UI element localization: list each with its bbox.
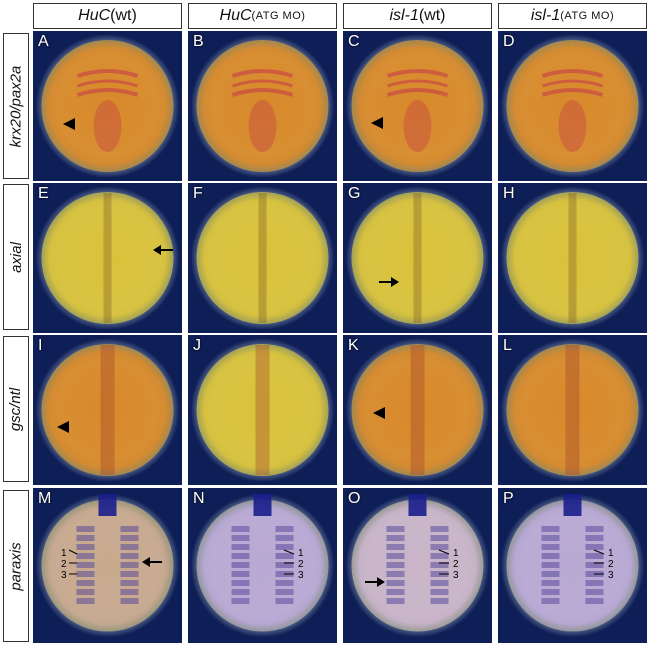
panel-letter: E: [38, 185, 49, 202]
panel-letter: O: [348, 490, 361, 507]
row-marker-label: gsc/ntl: [7, 387, 25, 431]
embryo-image: [33, 31, 182, 181]
column-gene: isl-1: [530, 7, 561, 24]
embryo-panel-j: J: [188, 335, 337, 485]
embryo-panel-f: F: [188, 183, 337, 333]
somite-number-label: 3: [298, 570, 304, 581]
panel-letter: F: [193, 185, 203, 202]
embryo-image: 123: [188, 488, 337, 643]
panel-letter: A: [38, 33, 49, 50]
embryo-panel-d: D: [498, 31, 647, 181]
panel-letter: K: [348, 337, 359, 354]
embryo-image: [33, 335, 182, 485]
panel-letter: M: [38, 490, 52, 507]
somite-number-label: 1: [298, 548, 304, 559]
panel-letter: D: [503, 33, 515, 50]
row-header-3: gsc/ntl: [3, 336, 29, 482]
embryo-image: [33, 183, 182, 333]
row-header-2: axial: [3, 184, 29, 330]
panel-letter: P: [503, 490, 514, 507]
somite-number-label: 1: [608, 548, 614, 559]
arrowhead-marker: [371, 117, 383, 129]
column-gene: isl-1: [389, 7, 419, 24]
embryo-panel-k: K: [343, 335, 492, 485]
row-header-1: krx20/pax2a: [3, 33, 29, 179]
panel-letter: H: [503, 185, 515, 202]
embryo-image: [188, 31, 337, 181]
embryo-image: [498, 335, 647, 485]
embryo-image: [343, 31, 492, 181]
row-header-4: paraxis: [3, 490, 29, 642]
embryo-image: 123: [33, 488, 182, 643]
column-header-4: isl-1 (ATG MO): [498, 3, 647, 29]
column-condition: (wt): [110, 7, 137, 24]
panel-letter: L: [503, 337, 512, 354]
embryo-image: [343, 183, 492, 333]
embryo-panel-i: I: [33, 335, 182, 485]
arrow-marker: [365, 577, 385, 587]
column-gene: HuC: [219, 7, 252, 24]
embryo-image: 123: [343, 488, 492, 643]
panel-letter: J: [193, 337, 201, 354]
column-header-1: HuC (wt): [33, 3, 182, 29]
somite-number-label: 2: [608, 559, 614, 570]
column-header-3: isl-1 (wt): [343, 3, 492, 29]
somite-number-label: 1: [61, 548, 67, 559]
arrow-marker: [153, 245, 173, 255]
somite-number-label: 2: [453, 559, 459, 570]
somite-number-label: 2: [61, 559, 67, 570]
embryo-panel-e: E: [33, 183, 182, 333]
embryo-panel-l: L: [498, 335, 647, 485]
panel-letter: N: [193, 490, 205, 507]
somite-number-label: 3: [608, 570, 614, 581]
column-condition: (wt): [418, 7, 446, 24]
row-marker-label: paraxis: [7, 541, 25, 591]
arrow-marker: [379, 277, 399, 287]
embryo-image: [188, 335, 337, 485]
panel-letter: I: [38, 337, 43, 354]
embryo-image: [188, 183, 337, 333]
arrowhead-marker: [57, 421, 69, 433]
column-condition: (ATG MO): [560, 10, 615, 22]
embryo-panel-a: A: [33, 31, 182, 181]
panel-letter: B: [193, 33, 204, 50]
embryo-image: [498, 31, 647, 181]
arrowhead-marker: [63, 118, 75, 130]
somite-number-label: 3: [61, 570, 67, 581]
panel-letter: C: [348, 33, 360, 50]
column-condition: (ATG MO): [251, 10, 306, 22]
embryo-panel-h: H: [498, 183, 647, 333]
embryo-image: 123: [498, 488, 647, 643]
row-marker-label: axial: [7, 241, 25, 273]
somite-number-label: 3: [453, 570, 459, 581]
somite-number-label: 2: [298, 559, 304, 570]
column-gene: HuC: [78, 7, 111, 24]
arrowhead-marker: [373, 407, 385, 419]
row-marker-label: krx20/pax2a: [7, 65, 25, 147]
somite-number-label: 1: [453, 548, 459, 559]
embryo-image: [498, 183, 647, 333]
panel-letter: G: [348, 185, 361, 202]
embryo-panel-g: G: [343, 183, 492, 333]
embryo-panel-b: B: [188, 31, 337, 181]
column-header-2: HuC (ATG MO): [188, 3, 337, 29]
embryo-panel-c: C: [343, 31, 492, 181]
arrow-marker: [142, 557, 162, 567]
embryo-image: [343, 335, 492, 485]
